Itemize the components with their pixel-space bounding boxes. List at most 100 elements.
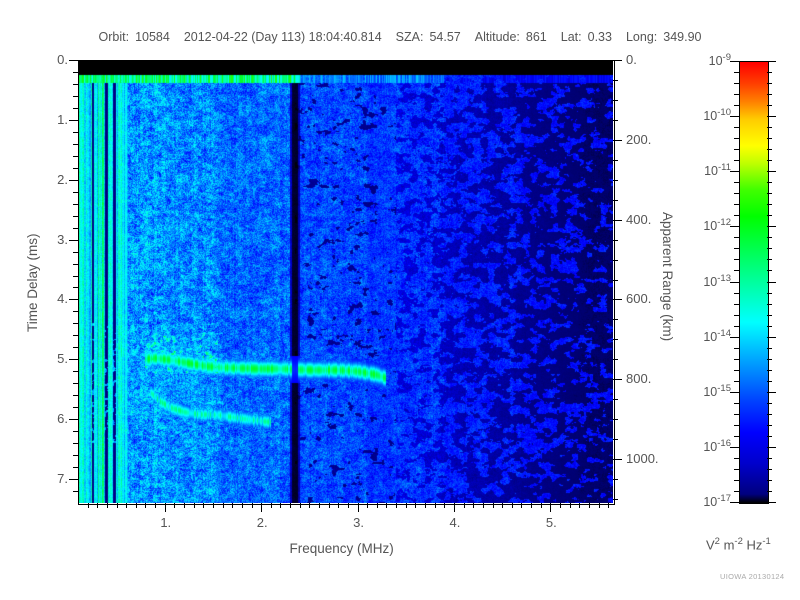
x-tick-minor-top — [290, 60, 292, 65]
x-tick-minor — [396, 503, 398, 508]
y2-tick-minor — [613, 439, 618, 441]
y2-tick-minor — [613, 359, 618, 361]
colorbar-tick-minor-left — [734, 413, 739, 415]
x-tick-minor-top — [174, 60, 176, 65]
colorbar-tick-minor-left — [734, 94, 739, 96]
x-tick-minor — [502, 503, 504, 508]
x-tick-minor — [492, 503, 494, 508]
x-tick-minor-top — [135, 60, 137, 65]
x-tick-minor — [376, 503, 378, 508]
colorbar-tick-minor-right — [767, 435, 772, 437]
colorbar-tick-minor-right — [767, 215, 772, 217]
x-tick-minor-top — [241, 60, 243, 65]
y-tick-minor — [73, 431, 78, 433]
y-tick-minor — [73, 467, 78, 469]
x-tick-minor — [405, 503, 407, 508]
y2-tick-major — [613, 60, 622, 61]
colorbar-tick-left — [730, 171, 739, 173]
x-tick-minor-top — [386, 60, 388, 65]
x-tick-minor — [588, 503, 590, 508]
y-tick-major — [69, 119, 78, 121]
x-tick-minor — [232, 503, 234, 508]
x-tick-minor-top — [126, 60, 128, 65]
radargram-image — [78, 60, 613, 503]
y-tick-label: 6. — [57, 411, 68, 427]
y2-tick-minor — [613, 479, 618, 481]
x-tick-minor-top — [608, 60, 610, 65]
x-tick-minor — [482, 503, 484, 508]
orbit-value: 10584 — [135, 30, 170, 44]
long-value: 349.90 — [663, 30, 702, 44]
x-tick-minor — [540, 503, 542, 508]
colorbar-tick-minor-right — [767, 402, 772, 404]
colorbar-tick-minor-right — [767, 193, 772, 195]
radargram-panel — [78, 60, 613, 503]
colorbar-tick-minor-right — [767, 424, 772, 426]
x-tick-minor-top — [531, 60, 533, 65]
x-tick-minor-top — [222, 60, 224, 65]
colorbar-tick-minor-left — [734, 457, 739, 459]
y2-tick-label: 800. — [626, 371, 652, 387]
colorbar-tick-minor-left — [734, 358, 739, 360]
x-tick-minor-top — [338, 60, 340, 65]
x-tick-minor — [299, 503, 301, 508]
x-tick-minor — [425, 503, 427, 508]
x-tick-minor-top — [270, 60, 272, 65]
x-tick-minor-top — [145, 60, 147, 65]
x-tick-major-top — [453, 60, 455, 69]
y2-tick-minor — [613, 279, 618, 281]
y2-tick-major — [613, 379, 622, 381]
colorbar-tick-minor-left — [734, 215, 739, 217]
colorbar-tick-minor-right — [767, 303, 772, 305]
x-tick-minor-top — [492, 60, 494, 65]
sza-value: 54.57 — [429, 30, 461, 44]
x-tick-minor-top — [280, 60, 282, 65]
x-tick-minor-top — [511, 60, 513, 65]
sza-label: SZA: — [395, 30, 424, 44]
y-tick-minor — [73, 227, 78, 229]
x-tick-minor-top — [425, 60, 427, 65]
colorbar-tick-minor-right — [767, 413, 772, 415]
y-tick-minor — [73, 263, 78, 265]
x-tick-major — [453, 503, 455, 512]
y-tick-minor — [73, 455, 78, 457]
x-tick-minor — [184, 503, 186, 508]
y-tick-major — [69, 359, 78, 361]
y-tick-minor — [73, 251, 78, 253]
altitude-value: 861 — [525, 30, 547, 44]
x-tick-minor-top — [184, 60, 186, 65]
x-tick-minor-top — [106, 60, 108, 65]
y2-axis-title: Apparent Range (km) — [660, 211, 675, 341]
x-tick-minor — [174, 503, 176, 508]
x-tick-minor-top — [347, 60, 349, 65]
y-tick-major — [69, 239, 78, 241]
colorbar-tick-minor-left — [734, 468, 739, 470]
colorbar-tick-minor-right — [767, 105, 772, 107]
x-tick-minor-top — [116, 60, 118, 65]
y-tick-minor — [73, 323, 78, 325]
y2-tick-label: 1000. — [626, 451, 659, 467]
x-tick-minor — [318, 503, 320, 508]
x-tick-minor — [367, 503, 369, 508]
x-tick-minor-top — [193, 60, 195, 65]
x-tick-major — [357, 503, 359, 512]
colorbar-tick-right — [767, 281, 776, 283]
colorbar-tick-minor-right — [767, 270, 772, 272]
y-axis-title: Time Delay (ms) — [25, 232, 40, 332]
y-tick-minor — [73, 371, 78, 373]
y-tick-minor — [73, 275, 78, 277]
y-tick-major — [69, 299, 78, 301]
y-tick-minor — [73, 215, 78, 217]
x-tick-minor — [598, 503, 600, 508]
x-tick-minor — [463, 503, 465, 508]
x-tick-minor — [222, 503, 224, 508]
y-tick-minor — [73, 407, 78, 409]
y2-tick-minor — [613, 199, 618, 201]
colorbar-tick-minor-right — [767, 204, 772, 206]
x-tick-minor-top — [299, 60, 301, 65]
x-tick-minor-top — [155, 60, 157, 65]
colorbar-tick-left — [730, 446, 739, 448]
colorbar-tick-minor-right — [767, 314, 772, 316]
y2-tick-minor — [613, 159, 618, 161]
colorbar-tick-left — [730, 61, 739, 62]
